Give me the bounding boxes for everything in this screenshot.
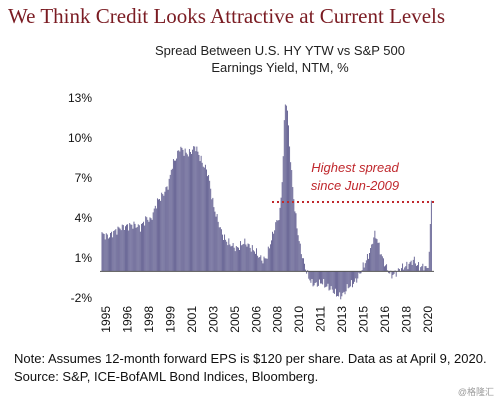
x-tick-label: 2013 [335,306,349,333]
y-tick-label: 4% [75,211,93,225]
bar-series [101,104,432,300]
y-tick-label: 7% [75,171,93,185]
y-axis-ticks: -2% 1% 4% 7% 10% 13% [68,91,92,305]
x-tick-label: 2018 [400,306,414,333]
x-tick-label: 1995 [99,306,113,333]
x-tick-label: 2020 [421,306,435,333]
y-tick-label: -2% [71,291,93,305]
x-tick-label: 2016 [378,306,392,333]
x-tick-label: 2015 [357,306,371,333]
slide-title: We Think Credit Looks Attractive at Curr… [8,4,446,28]
x-tick-label: 1999 [163,306,177,333]
x-axis-ticks: 1995 1996 1998 1999 2001 2003 2005 2006 2008 2010… [99,306,435,333]
x-tick-label: 1998 [142,306,156,333]
y-tick-label: 13% [68,91,92,105]
x-tick-label: 2005 [228,306,242,333]
x-tick-label: 2003 [206,306,220,333]
x-tick-label: 2001 [185,306,199,333]
x-tick-label: 2011 [314,306,328,332]
x-tick-label: 1996 [121,306,135,333]
x-tick-label: 2010 [292,306,306,333]
x-tick-label: 2006 [249,306,263,333]
y-tick-label: 1% [75,251,93,265]
chart-title-line-2: Earnings Yield, NTM, % [211,60,349,75]
watermark: @格隆汇 [457,387,494,397]
chart-title: Spread Between U.S. HY YTW vs S&P 500 Ea… [110,42,450,76]
annotation-line-1: Highest spread [311,160,399,175]
x-tick-label: 2008 [271,306,285,333]
chart-title-line-1: Spread Between U.S. HY YTW vs S&P 500 [154,43,405,58]
y-tick-label: 10% [68,131,92,145]
footnote: Note: Assumes 12-month forward EPS is $1… [14,351,487,384]
annotation-line-2: since Jun-2009 [311,178,399,193]
